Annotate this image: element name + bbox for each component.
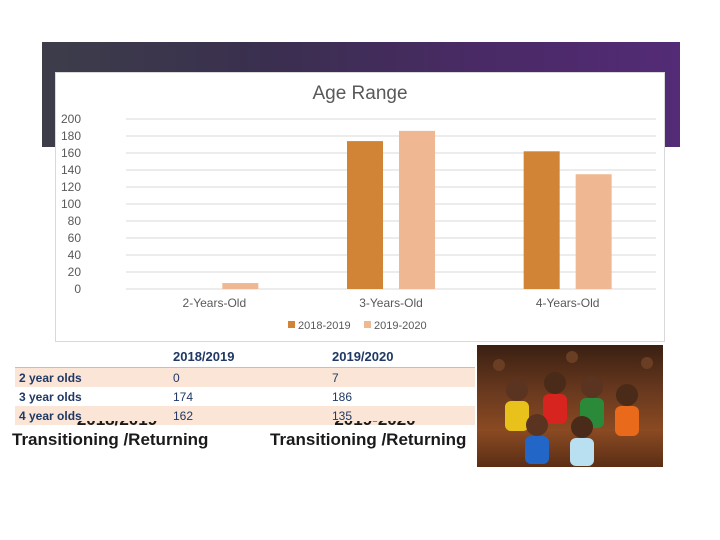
bar-2019-2020-4-Years-Old: [575, 174, 612, 289]
x-tick-label: 2-Years-Old: [183, 296, 247, 310]
child-head: [506, 379, 528, 401]
child-head: [581, 376, 603, 398]
table-header-2018: 2018/2019: [169, 345, 328, 368]
table-header-blank: [15, 345, 169, 368]
cell-2019: 135: [328, 406, 475, 425]
cell-2018: 174: [169, 387, 328, 406]
table-header-row: 2018/2019 2019/2020: [15, 345, 475, 368]
legend-label: 2019-2020: [374, 320, 427, 332]
cell-2018: 0: [169, 367, 328, 387]
enrollment-table: 2018/2019 2019/2020 2 year olds 0 7 3 ye…: [15, 345, 475, 425]
y-tick-label: 80: [68, 214, 82, 228]
raised-hand: [641, 357, 653, 369]
chart-title: Age Range: [312, 83, 408, 104]
legend-swatch: [364, 321, 371, 328]
y-tick-label: 160: [61, 146, 81, 160]
bar-2018-2019-3-Years-Old: [347, 141, 383, 289]
row-label: 4 year olds: [15, 406, 169, 425]
accent-bar: [585, 0, 608, 42]
caption-2019: 2019-2020 Transitioning /Returning: [270, 421, 480, 450]
y-tick-label: 0: [74, 282, 81, 296]
child-head: [571, 416, 593, 438]
child-shirt: [543, 394, 567, 424]
caption-text: Transitioning /Returning: [270, 430, 467, 449]
child-head: [526, 414, 548, 436]
row-label: 3 year olds: [15, 387, 169, 406]
cell-2019: 7: [328, 367, 475, 387]
table-header-2019: 2019/2020: [328, 345, 475, 368]
bar-2019-2020-2-Years-Old: [222, 283, 259, 289]
legend-swatch: [288, 321, 295, 328]
legend-label: 2018-2019: [298, 320, 351, 332]
row-label: 2 year olds: [15, 367, 169, 387]
y-tick-label: 200: [61, 112, 81, 126]
x-tick-label: 3-Years-Old: [359, 296, 423, 310]
enrollment-table-wrap: 2018/2019 2019/2020 2 year olds 0 7 3 ye…: [15, 345, 475, 425]
child-shirt: [505, 401, 529, 431]
cell-2019: 186: [328, 387, 475, 406]
caption-year: 2018/2019: [12, 421, 222, 430]
chart-panel: Age Range 0 20 40 60 80 100 120 140 160 180 200 2-…: [55, 72, 665, 342]
y-tick-label: 60: [68, 231, 82, 245]
y-tick-label: 40: [68, 248, 82, 262]
raised-hand: [566, 351, 578, 363]
bar-2019-2020-3-Years-Old: [399, 130, 435, 289]
y-tick-label: 100: [61, 197, 81, 211]
raised-hand: [493, 359, 505, 371]
y-tick-label: 180: [61, 129, 81, 143]
y-tick-label: 120: [61, 180, 81, 194]
caption-2018: 2018/2019 Transitioning /Returning: [12, 421, 222, 450]
bar-chart: 0 20 40 60 80 100 120 140 160 180 200 2-Years-Old 3…: [61, 112, 656, 332]
table-row: 4 year olds 162 135: [15, 406, 475, 425]
child-shirt: [615, 406, 639, 436]
caption-year: 2019-2020: [270, 421, 480, 430]
child-head: [544, 372, 566, 394]
cell-2018: 162: [169, 406, 328, 425]
table-row: 3 year olds 174 186: [15, 387, 475, 406]
bar-2018-2019-4-Years-Old: [523, 151, 560, 289]
child-shirt: [570, 438, 594, 466]
y-tick-label: 140: [61, 163, 81, 177]
children-group-photo: [477, 345, 663, 467]
table-row: 2 year olds 0 7: [15, 367, 475, 387]
child-head: [616, 384, 638, 406]
caption-text: Transitioning /Returning: [12, 430, 209, 449]
child-shirt: [525, 436, 549, 464]
y-tick-label: 20: [68, 265, 82, 279]
x-tick-label: 4-Years-Old: [536, 296, 600, 310]
children-photo-illustration: [493, 351, 653, 466]
